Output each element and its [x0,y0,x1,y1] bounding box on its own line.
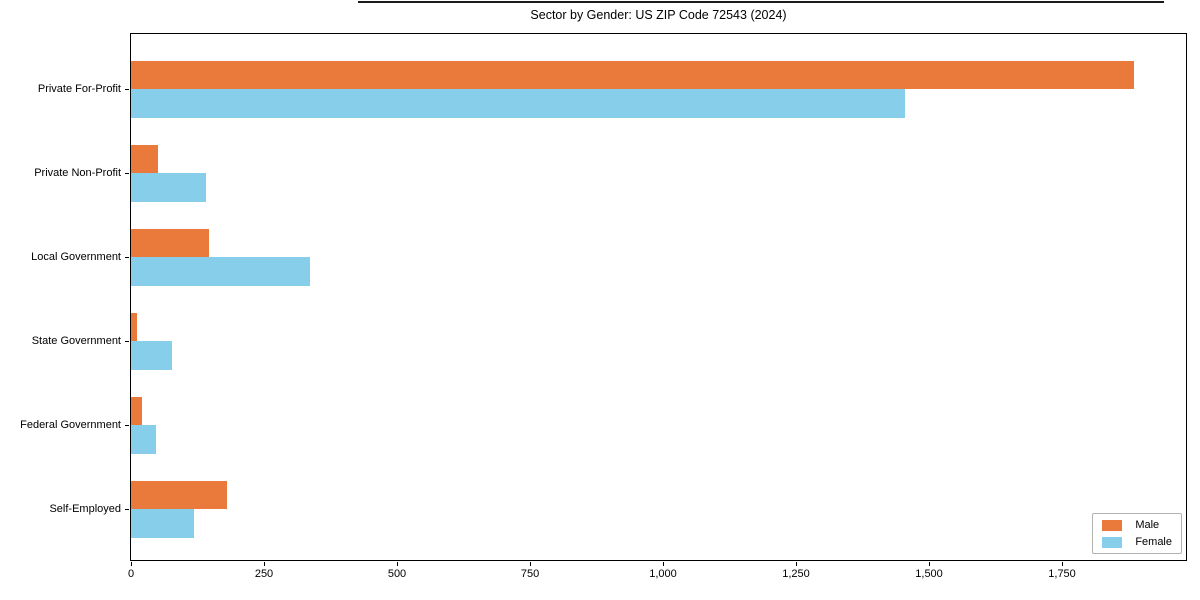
y-axis-tick [125,508,129,510]
legend-item-female: Female [1102,536,1172,548]
bar-female-1 [131,89,906,118]
x-tick-label: 1,250 [782,568,810,580]
category-label: Private Non-Profit [34,167,121,179]
bar-male-5 [131,396,143,425]
x-tick-label: 1,500 [915,568,943,580]
x-axis-tick [263,562,265,566]
x-tick-label: 250 [254,568,274,580]
category-label: Local Government [31,251,121,263]
bar-male-1 [131,60,1134,89]
legend-swatch-male [1102,519,1123,531]
x-axis-tick [529,562,531,566]
legend: Male Female [1092,513,1182,554]
legend-item-male: Male [1102,519,1172,531]
category-label: State Government [31,335,121,347]
bar-female-4 [131,341,173,370]
legend-swatch-female [1102,536,1123,548]
x-tick-label: 1,750 [1048,568,1076,580]
legend-label-female: Female [1135,536,1172,548]
bar-female-6 [131,509,195,538]
bar-female-5 [131,425,156,454]
x-axis-tick [1061,562,1063,566]
category-label: Private For-Profit [37,83,121,95]
x-axis-tick [662,562,664,566]
category-label: Federal Government [20,419,121,431]
plot-area: Male Female Private For-Profit Private Non… [20,33,1187,580]
x-axis-tick [928,562,930,566]
x-tick-label: 500 [387,568,407,580]
bar-female-2 [131,173,206,202]
y-axis-tick [125,340,129,342]
x-tick-label: 750 [520,568,540,580]
y-axis-tick [125,88,129,90]
x-tick-label: 0 [127,568,135,580]
top-edge-line [358,1,1164,3]
y-axis-tick [125,172,129,174]
legend-label-male: Male [1135,519,1160,531]
chart-title: Sector by Gender: US ZIP Code 72543 (202… [530,8,787,22]
bar-male-2 [131,144,158,173]
x-axis-tick [795,562,797,566]
category-label: Self-Employed [49,503,121,515]
y-axis-tick [125,256,129,258]
bar-male-3 [131,228,209,257]
bar-male-4 [131,312,137,341]
bar-male-6 [131,480,227,509]
x-tick-label: 1,000 [649,568,677,580]
x-axis-tick [131,562,132,566]
x-axis-tick [396,562,398,566]
bar-female-3 [131,257,311,286]
y-axis-tick [125,424,129,426]
